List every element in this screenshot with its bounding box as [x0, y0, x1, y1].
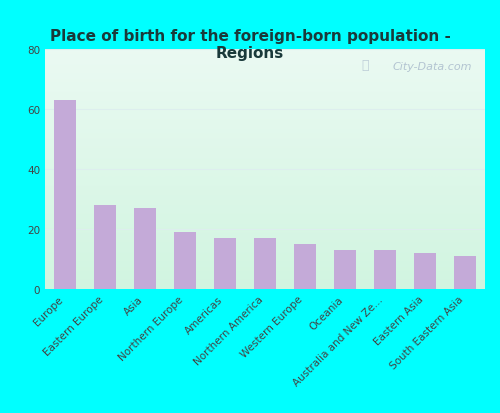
Text: Place of birth for the foreign-born population -
Regions: Place of birth for the foreign-born popu… [50, 29, 450, 61]
Bar [134, 208, 156, 289]
Bar [414, 253, 436, 289]
Bar [454, 256, 476, 289]
Bar [174, 232, 196, 289]
Bar [374, 250, 396, 289]
Text: City-Data.com: City-Data.com [392, 62, 472, 71]
Bar [334, 250, 356, 289]
Bar [254, 238, 276, 289]
Bar [214, 238, 236, 289]
Text: ⓘ: ⓘ [362, 59, 370, 72]
Bar [54, 100, 76, 289]
Bar [294, 244, 316, 289]
Bar [94, 205, 116, 289]
